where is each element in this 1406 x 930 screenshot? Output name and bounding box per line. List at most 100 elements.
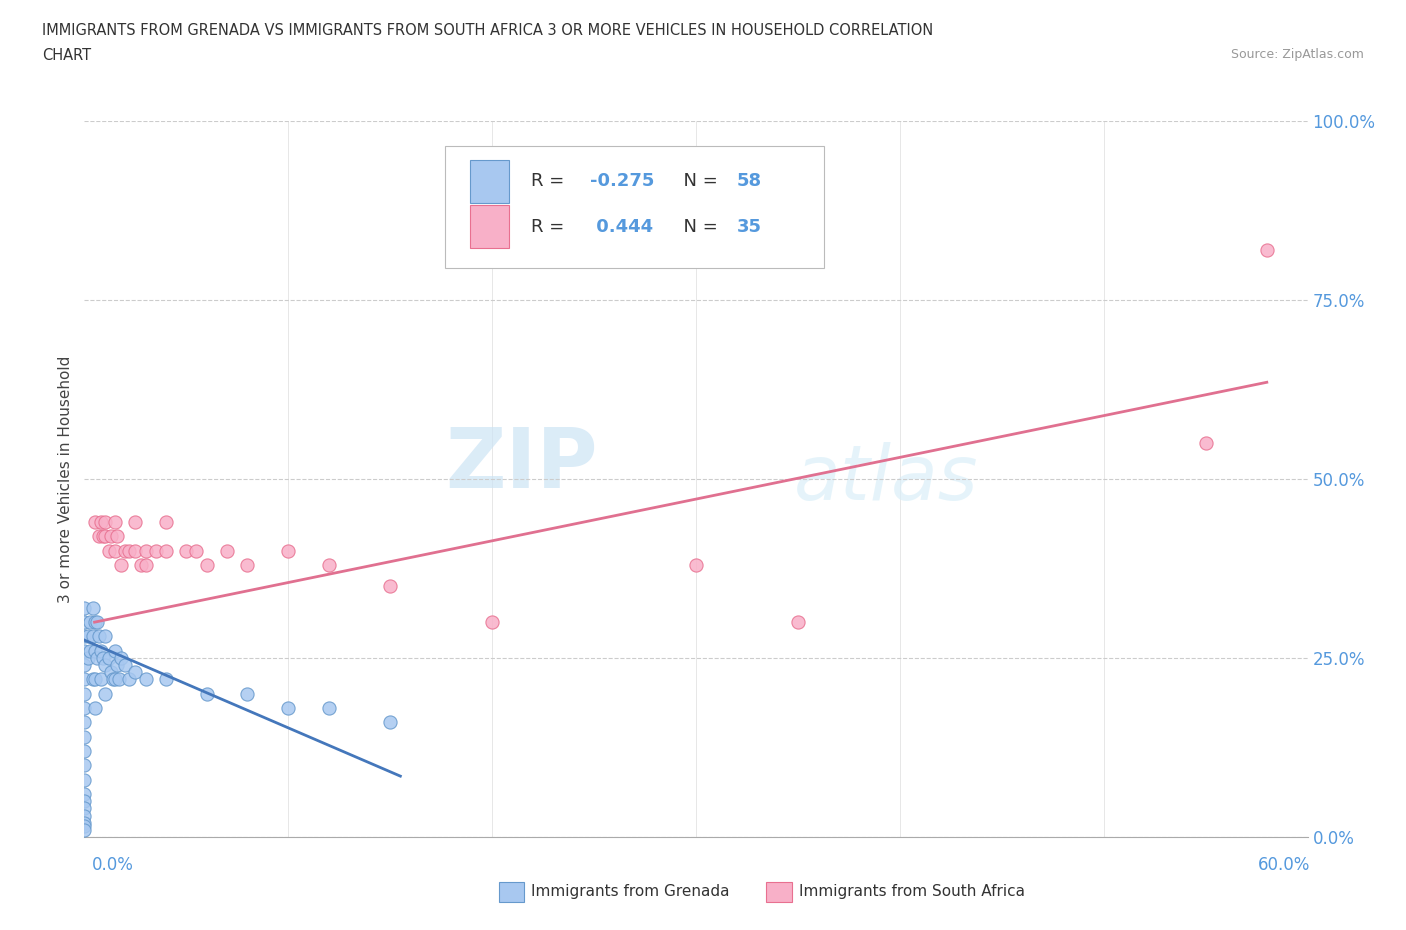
Point (100, 529, 122, 544)
Point (277, 700, 299, 715)
Point (73, 601, 96, 616)
Point (73, 729, 96, 744)
Point (174, 543, 197, 558)
Point (110, 651, 132, 666)
Point (73, 801, 96, 816)
Point (93, 658, 115, 672)
Point (101, 672, 124, 687)
Point (79, 615, 101, 630)
Point (87, 529, 110, 544)
Point (90, 672, 112, 687)
Point (155, 543, 177, 558)
FancyBboxPatch shape (470, 160, 509, 203)
Text: 60.0%: 60.0% (1258, 856, 1310, 874)
Point (73, 772, 96, 787)
Text: Immigrants from Grenada: Immigrants from Grenada (531, 884, 730, 899)
Text: 35: 35 (737, 218, 761, 236)
Point (145, 543, 167, 558)
Point (380, 578, 402, 594)
Point (236, 557, 259, 572)
Point (277, 543, 299, 558)
Point (73, 629, 96, 644)
Point (787, 615, 810, 630)
Point (104, 644, 127, 658)
Point (108, 672, 131, 687)
Point (236, 686, 259, 701)
Point (73, 758, 96, 773)
Point (82, 601, 104, 616)
Point (97, 651, 120, 666)
Point (124, 665, 146, 680)
Point (97, 543, 120, 558)
Point (73, 822, 96, 837)
Text: ZIP: ZIP (446, 424, 598, 505)
Point (90, 514, 112, 529)
Point (135, 557, 157, 572)
Point (1256, 243, 1278, 258)
Text: N =: N = (672, 218, 723, 236)
Point (73, 686, 96, 701)
Point (73, 808, 96, 823)
Point (73, 615, 96, 630)
Point (90, 644, 112, 658)
Text: IMMIGRANTS FROM GRENADA VS IMMIGRANTS FROM SOUTH AFRICA 3 OR MORE VEHICLES IN HO: IMMIGRANTS FROM GRENADA VS IMMIGRANTS FR… (42, 23, 934, 38)
Point (105, 658, 128, 672)
Point (83, 615, 105, 630)
Y-axis label: 3 or more Vehicles in Household: 3 or more Vehicles in Household (58, 355, 73, 603)
Point (77, 651, 100, 666)
Point (318, 557, 340, 572)
Text: R =: R = (531, 218, 569, 236)
Point (82, 629, 104, 644)
Text: R =: R = (531, 172, 569, 190)
Point (73, 672, 96, 687)
Point (217, 543, 239, 558)
Point (124, 514, 146, 529)
Point (77, 629, 100, 644)
Point (73, 700, 96, 715)
Point (79, 644, 101, 658)
Point (110, 557, 132, 572)
Point (86, 651, 108, 666)
Point (73, 658, 96, 672)
Point (135, 672, 157, 687)
Point (73, 816, 96, 830)
Point (380, 715, 402, 730)
FancyBboxPatch shape (446, 146, 824, 268)
Point (118, 543, 141, 558)
Point (155, 514, 177, 529)
Point (93, 686, 115, 701)
Point (73, 818, 96, 833)
Point (135, 543, 157, 558)
Text: 0.0%: 0.0% (91, 856, 134, 874)
Point (93, 514, 115, 529)
Text: 58: 58 (737, 172, 762, 190)
Point (131, 557, 153, 572)
Point (83, 672, 105, 687)
Point (83, 644, 105, 658)
Point (155, 672, 177, 687)
Point (73, 744, 96, 759)
Point (195, 557, 218, 572)
Point (195, 686, 218, 701)
Text: CHART: CHART (42, 48, 91, 63)
Point (114, 543, 136, 558)
Point (318, 700, 340, 715)
Point (73, 787, 96, 802)
Point (481, 615, 503, 630)
Point (104, 672, 127, 687)
Point (86, 615, 108, 630)
Point (114, 658, 136, 672)
Point (118, 672, 141, 687)
Point (93, 629, 115, 644)
Text: Immigrants from South Africa: Immigrants from South Africa (799, 884, 1025, 899)
Point (91, 651, 114, 666)
Point (83, 514, 105, 529)
Text: N =: N = (672, 172, 723, 190)
Point (73, 644, 96, 658)
Point (186, 543, 208, 558)
Text: -0.275: -0.275 (589, 172, 654, 190)
Point (82, 672, 104, 687)
Point (685, 557, 707, 572)
Point (93, 529, 115, 544)
Text: 0.444: 0.444 (589, 218, 652, 236)
